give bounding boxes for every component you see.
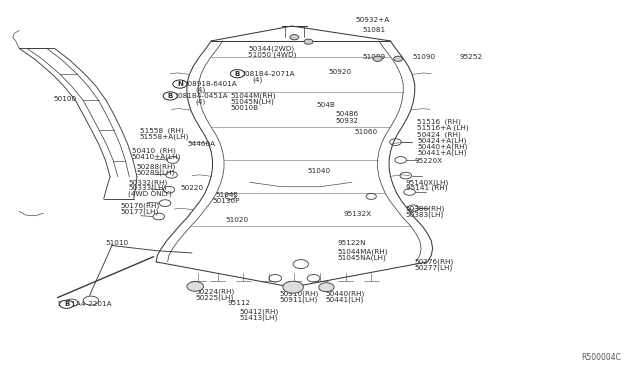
Text: 50424+A(LH): 50424+A(LH) bbox=[417, 137, 467, 144]
Circle shape bbox=[319, 283, 334, 292]
Circle shape bbox=[373, 56, 382, 61]
Text: 51060: 51060 bbox=[355, 129, 378, 135]
Text: 51045: 51045 bbox=[215, 192, 238, 198]
Text: (4): (4) bbox=[195, 87, 205, 93]
Text: 50100: 50100 bbox=[53, 96, 76, 102]
Text: 50224(RH): 50224(RH) bbox=[195, 288, 234, 295]
Text: 50010B: 50010B bbox=[230, 105, 259, 111]
Text: 50920: 50920 bbox=[329, 69, 352, 75]
Text: 51045N(LH): 51045N(LH) bbox=[230, 99, 274, 105]
Text: 50911(LH): 50911(LH) bbox=[280, 296, 318, 303]
Circle shape bbox=[283, 281, 303, 293]
Text: 51090: 51090 bbox=[412, 54, 435, 60]
Text: 51558+A(LH): 51558+A(LH) bbox=[140, 134, 189, 140]
Text: 51010: 51010 bbox=[106, 240, 129, 246]
Circle shape bbox=[230, 70, 244, 78]
Circle shape bbox=[163, 92, 177, 100]
Text: 51413(LH): 51413(LH) bbox=[239, 314, 278, 321]
Text: 50383(LH): 50383(LH) bbox=[406, 211, 444, 218]
Text: 50225(LH): 50225(LH) bbox=[195, 294, 234, 301]
Circle shape bbox=[304, 39, 313, 44]
Text: 50177(LH): 50177(LH) bbox=[120, 208, 159, 215]
Text: 50288(RH): 50288(RH) bbox=[136, 163, 175, 170]
Text: 50130P: 50130P bbox=[212, 198, 240, 204]
Text: B: B bbox=[64, 301, 69, 307]
Text: 51020: 51020 bbox=[225, 217, 248, 223]
Text: 95122N: 95122N bbox=[338, 240, 367, 246]
Text: 51045NA(LH): 51045NA(LH) bbox=[338, 255, 387, 262]
Text: 50412(RH): 50412(RH) bbox=[239, 308, 278, 315]
Text: (4): (4) bbox=[195, 99, 205, 105]
Text: 50332(RH): 50332(RH) bbox=[128, 179, 167, 186]
Circle shape bbox=[290, 35, 299, 40]
Text: 95132X: 95132X bbox=[343, 211, 371, 217]
Text: 50344(2WD): 50344(2WD) bbox=[248, 46, 294, 52]
Text: 50932: 50932 bbox=[335, 118, 358, 124]
Text: 51040: 51040 bbox=[307, 168, 330, 174]
Text: 51516  (RH): 51516 (RH) bbox=[417, 119, 461, 125]
Text: 54460A: 54460A bbox=[188, 141, 216, 147]
Text: 50276(RH): 50276(RH) bbox=[415, 259, 454, 265]
Text: 50410+A(LH): 50410+A(LH) bbox=[132, 153, 181, 160]
Text: B081B4-0451A: B081B4-0451A bbox=[173, 93, 227, 99]
Circle shape bbox=[60, 300, 74, 308]
Text: (4): (4) bbox=[252, 76, 262, 83]
Text: B081B4-2071A: B081B4-2071A bbox=[240, 71, 294, 77]
Text: 51044M(RH): 51044M(RH) bbox=[230, 93, 276, 99]
Circle shape bbox=[187, 282, 204, 291]
Text: B: B bbox=[168, 93, 173, 99]
Text: N: N bbox=[177, 81, 183, 87]
Text: 95220X: 95220X bbox=[415, 158, 443, 164]
Text: N08918-6401A: N08918-6401A bbox=[182, 81, 237, 87]
Text: 51516+A (LH): 51516+A (LH) bbox=[417, 125, 469, 131]
Text: B: B bbox=[235, 71, 240, 77]
Text: 50333(LH): 50333(LH) bbox=[128, 185, 166, 192]
Text: 50410  (RH): 50410 (RH) bbox=[132, 147, 175, 154]
Text: 95252: 95252 bbox=[460, 54, 483, 60]
Text: 51050 (4WD): 51050 (4WD) bbox=[248, 52, 297, 58]
Circle shape bbox=[394, 56, 403, 61]
Text: 51558  (RH): 51558 (RH) bbox=[140, 128, 183, 134]
Text: (4WD ONLY): (4WD ONLY) bbox=[128, 191, 172, 198]
Text: 51044MA(RH): 51044MA(RH) bbox=[338, 249, 388, 256]
Text: 50220: 50220 bbox=[180, 185, 204, 191]
Text: 50932+A: 50932+A bbox=[356, 17, 390, 23]
Text: 50380(RH): 50380(RH) bbox=[406, 205, 445, 212]
Text: 504B: 504B bbox=[316, 102, 335, 108]
Text: 50441+A(LH): 50441+A(LH) bbox=[417, 150, 467, 156]
Circle shape bbox=[173, 80, 187, 88]
Text: 50277(LH): 50277(LH) bbox=[415, 264, 453, 271]
Text: 50424  (RH): 50424 (RH) bbox=[417, 131, 461, 138]
Text: 51081: 51081 bbox=[363, 27, 386, 33]
Text: 50486: 50486 bbox=[335, 111, 358, 117]
Text: 50440(RH): 50440(RH) bbox=[325, 291, 364, 297]
Text: 50441(LH): 50441(LH) bbox=[325, 296, 364, 303]
Text: 95112: 95112 bbox=[228, 300, 251, 306]
Text: 50910(RH): 50910(RH) bbox=[280, 291, 319, 297]
Text: 95141 (RH): 95141 (RH) bbox=[406, 185, 447, 192]
Text: 50176(RH): 50176(RH) bbox=[120, 202, 159, 209]
Text: B081A4-2201A: B081A4-2201A bbox=[58, 301, 112, 307]
Text: 95140X(LH): 95140X(LH) bbox=[406, 179, 449, 186]
Text: R500004C: R500004C bbox=[581, 353, 621, 362]
Text: 51089: 51089 bbox=[363, 54, 386, 60]
Text: 50440+A(RH): 50440+A(RH) bbox=[417, 144, 468, 150]
Text: 50289(LH): 50289(LH) bbox=[136, 169, 175, 176]
